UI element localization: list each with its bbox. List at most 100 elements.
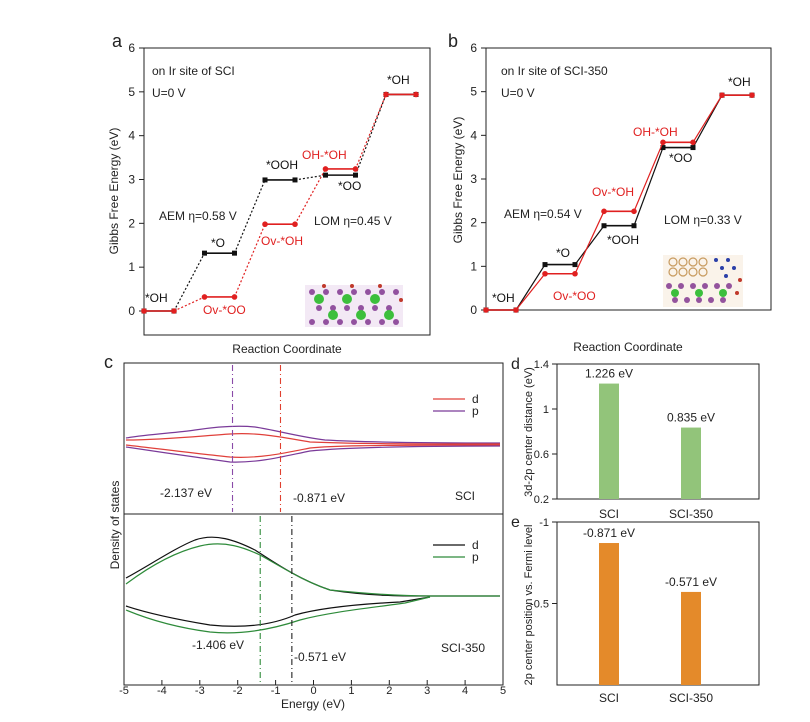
y-tick-label: 4 [128,129,135,143]
energy-marker-aem [353,172,358,178]
x-tick-label: 2 [386,685,392,697]
panel-b-structure-inset [663,255,743,307]
panel-a-state-label: *OH [145,291,168,305]
bar-value-label: 1.226 eV [585,367,633,381]
y-tick-label: 0 [470,303,477,317]
panel-label-c: c [104,352,113,372]
panel-b-lom-annotation: LOM η=0.33 V [664,213,742,227]
energy-marker-lom [413,91,419,98]
panel-c-center-label: -0.871 eV [293,491,345,505]
x-tick-label: -5 [119,685,129,697]
energy-connector-aem [354,94,387,176]
energy-connector-aem [574,225,605,265]
energy-marker-aem [262,177,268,183]
panel-a-xlabel: Reaction Coordinate [232,342,342,356]
panel-d-bars: 1.226 eV SCI 0.835 eV SCI-350 [585,367,715,521]
dos-curve-p-bottom-lower [125,596,431,634]
legend-p-label: p [472,404,479,418]
panel-c-dos: -5 -4 -3 -2 -1 0 1 2 3 4 5 Energy (eV) Density of … [108,362,506,711]
panel-a-energy-diagram: on Ir site of SCI U=0 V Reaction Coordin… [107,41,431,356]
dos-curve-p-top [125,425,501,444]
panel-label-b: b [448,31,458,51]
x-tick-label: 5 [500,685,506,697]
energy-marker-aem [323,172,328,178]
energy-marker-lom [483,307,489,313]
panel-b-state-label: *OOH [607,233,639,247]
legend-d-label: d [472,538,479,552]
energy-marker-aem [601,223,607,229]
panel-a-traces [141,91,419,314]
bar-value-label: 0.835 eV [667,411,715,425]
energy-marker-lom [141,308,147,314]
bar-category-label: SCI-350 [669,507,713,521]
y-tick-label: 4 [470,128,477,142]
panel-a-state-label: Ov-*OH [261,234,303,248]
panel-c-top-name: SCI [455,489,475,503]
energy-marker-lom [601,208,607,215]
energy-connector-aem [633,147,664,226]
y-tick-label: 1.4 [534,359,549,371]
panel-c-center-label: -1.406 eV [192,638,244,652]
panel-label-a: a [112,31,123,51]
energy-marker-lom [201,294,208,300]
panel-b-state-label: *OH [492,291,515,305]
energy-marker-lom [749,92,755,98]
panel-a-state-labels: *OH *O *OOH *OO *OH Ov-*OO Ov-*OH OH-*OH [145,73,410,317]
panel-a-ylabel: Gibbs Free Energy (eV) [107,128,121,255]
energy-marker-lom [383,91,389,98]
x-tick-label: -4 [157,685,167,697]
x-tick-label: 4 [462,685,468,697]
panel-b-aem-annotation: AEM η=0.54 V [504,207,582,221]
panel-label-e: e [511,514,520,531]
panel-c-curves [125,425,501,634]
y-tick-label: -0.5 [530,599,549,611]
energy-marker-lom [231,294,238,300]
dos-curve-d-top [125,433,501,445]
panel-c-top-legend: d p [433,392,479,418]
panel-e-ylabel: 2p center position vs. Fermi level [523,525,535,686]
energy-marker-lom [542,270,548,277]
energy-marker-lom [631,208,637,215]
y-tick-label: 2 [128,216,135,230]
panel-b-state-label: Ov-*OH [592,185,634,199]
y-tick-label: 0.6 [534,449,549,461]
panel-a-lom-annotation: LOM η=0.45 V [314,214,392,228]
y-tick-label: 0 [128,304,135,318]
bar-value-label: -0.871 eV [583,526,635,540]
energy-marker-aem [690,145,696,151]
energy-connector-aem [173,252,206,312]
panel-d-frame [556,363,760,500]
energy-marker-aem [631,223,637,229]
panel-a-state-label: *OOH [266,158,298,172]
energy-marker-lom [690,139,696,146]
panel-c-ylabel: Density of states [108,481,122,570]
energy-connector-lom [692,94,723,143]
y-tick-label: 1 [470,259,477,273]
panel-d-bar-chart: 3d-2p center distance (eV) 0.2 0.6 1 1.4 1.… [523,359,760,521]
x-tick-label: -2 [233,685,243,697]
panel-b-energy-diagram: on Ir site of SCI-350 U=0 V Reaction Coo… [451,41,772,354]
energy-connector-lom [354,94,387,170]
panel-b-traces [483,92,755,313]
y-tick-label: 1 [543,404,549,416]
y-tick-label: 3 [128,173,135,187]
panel-a-subtitle: on Ir site of SCI [152,64,235,78]
energy-connector-lom [233,223,266,298]
energy-marker-lom [513,307,519,313]
panel-a-aem-annotation: AEM η=0.58 V [159,209,237,223]
panel-b-ylabel: Gibbs Free Energy (eV) [451,117,465,244]
y-tick-label: -1 [539,517,549,529]
y-tick-label: 0.2 [534,494,549,506]
energy-marker-aem [542,262,548,268]
panel-a-state-label: *OH [387,73,410,87]
panel-a-state-label: Ov-*OO [203,303,246,317]
panel-b-state-label: *OO [669,151,692,165]
panel-b-xlabel: Reaction Coordinate [573,340,683,354]
panel-b-state-label: *OH [728,75,751,89]
panel-a-state-label: *OO [338,179,361,193]
dos-curve-p-bottom [125,543,500,597]
energy-marker-aem [292,177,298,183]
energy-connector-lom [633,142,664,212]
x-tick-label: 0 [310,685,316,697]
